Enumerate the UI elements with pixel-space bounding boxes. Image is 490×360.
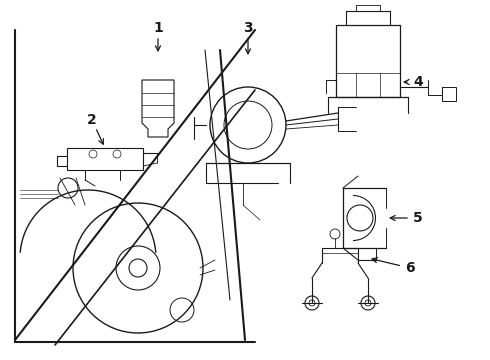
Text: 3: 3: [243, 21, 253, 35]
Text: 4: 4: [413, 75, 423, 89]
Text: 5: 5: [413, 211, 423, 225]
Bar: [336, 25, 400, 97]
Bar: [442, 87, 456, 101]
Text: 2: 2: [87, 113, 97, 127]
Text: 6: 6: [405, 261, 415, 275]
Text: 1: 1: [153, 21, 163, 35]
Bar: [67, 148, 143, 170]
